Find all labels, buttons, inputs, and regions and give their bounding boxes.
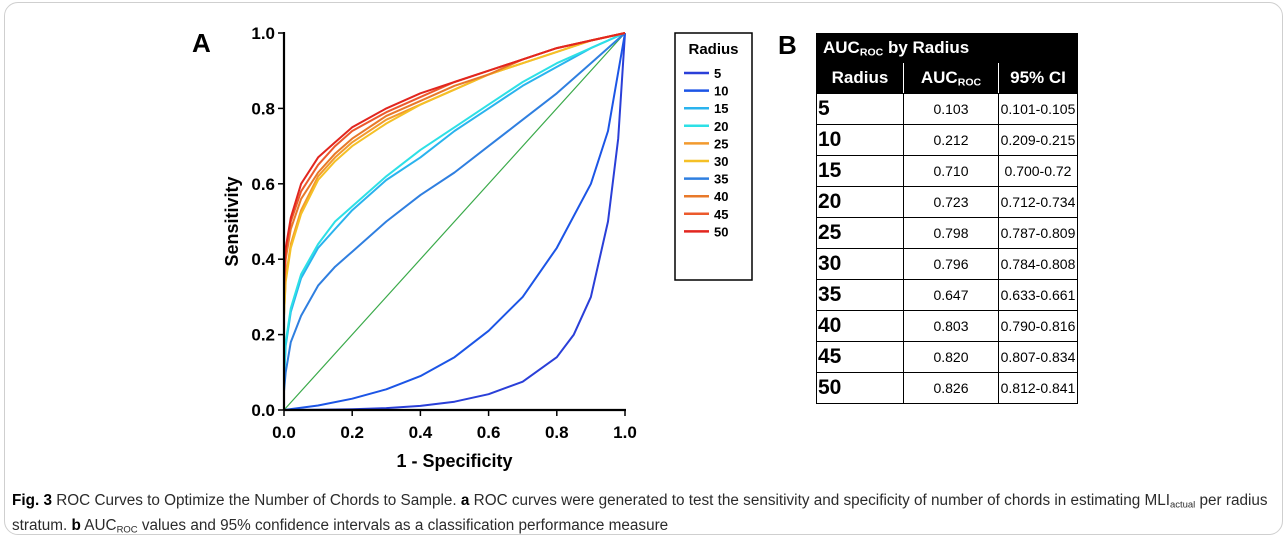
cell-ci: 0.209-0.215 bbox=[998, 124, 1078, 156]
series-line-50 bbox=[283, 32, 626, 279]
table-row: 45 0.820 0.807-0.834 bbox=[816, 341, 1078, 373]
x-tick-label: 0.8 bbox=[545, 423, 569, 442]
series-line-15 bbox=[283, 32, 626, 380]
x-tick-label: 1.0 bbox=[613, 423, 637, 442]
caption-b-label: b bbox=[71, 517, 81, 535]
series-line-25 bbox=[283, 32, 626, 316]
cell-auc: 0.796 bbox=[903, 248, 999, 280]
x-tick-label: 0.4 bbox=[409, 423, 433, 442]
legend-label-20: 20 bbox=[714, 119, 728, 134]
y-tick-label: 0.0 bbox=[251, 401, 275, 420]
cell-ci: 0.700-0.72 bbox=[998, 155, 1078, 187]
cell-auc: 0.820 bbox=[903, 341, 999, 373]
caption-a-label: a bbox=[460, 492, 470, 509]
series-line-40 bbox=[283, 32, 626, 297]
legend-label-15: 15 bbox=[714, 101, 728, 116]
caption-a-text: ROC curves were generated to test the se… bbox=[469, 492, 1170, 509]
y-tick-label: 1.0 bbox=[251, 24, 275, 43]
legend-label-35: 35 bbox=[714, 172, 728, 187]
header-auc: AUCROC bbox=[903, 62, 999, 94]
cell-radius: 25 bbox=[816, 217, 904, 249]
cell-auc: 0.826 bbox=[903, 372, 999, 404]
caption-a-sub: actual bbox=[1169, 499, 1196, 511]
series-line-20 bbox=[283, 32, 626, 380]
cell-auc: 0.710 bbox=[903, 155, 999, 187]
table-row: 10 0.212 0.209-0.215 bbox=[816, 124, 1078, 156]
table-title: AUCROC by Radius bbox=[816, 33, 1078, 63]
legend-label-25: 25 bbox=[714, 136, 728, 151]
figure-caption: Fig. 3 ROC Curves to Optimize the Number… bbox=[12, 490, 1274, 541]
legend-label-50: 50 bbox=[714, 224, 728, 239]
series-line-45 bbox=[283, 32, 626, 286]
figure-frame bbox=[4, 2, 1283, 535]
header-radius: Radius bbox=[816, 62, 904, 94]
legend-label-5: 5 bbox=[714, 66, 721, 81]
cell-radius: 5 bbox=[816, 93, 904, 125]
caption-b-text-2: values and 95% confidence intervals as a… bbox=[137, 517, 669, 535]
cell-ci: 0.712-0.734 bbox=[998, 186, 1078, 218]
cell-auc: 0.212 bbox=[903, 124, 999, 156]
table-title-row: AUCROC by Radius bbox=[816, 33, 1078, 63]
cell-ci: 0.807-0.834 bbox=[998, 341, 1078, 373]
y-tick-label: 0.4 bbox=[251, 250, 275, 269]
cell-radius: 10 bbox=[816, 124, 904, 156]
reference-diagonal bbox=[283, 32, 626, 411]
x-tick-label: 0.2 bbox=[340, 423, 364, 442]
legend-label-40: 40 bbox=[714, 189, 728, 204]
table-row: 35 0.647 0.633-0.661 bbox=[816, 279, 1078, 311]
caption-b-sub: ROC bbox=[116, 524, 138, 536]
cell-radius: 35 bbox=[816, 279, 904, 311]
cell-auc: 0.723 bbox=[903, 186, 999, 218]
cell-radius: 45 bbox=[816, 341, 904, 373]
cell-auc: 0.647 bbox=[903, 279, 999, 311]
header-ci: 95% CI bbox=[998, 62, 1078, 94]
cell-ci: 0.633-0.661 bbox=[998, 279, 1078, 311]
caption-fig-label: Fig. 3 bbox=[12, 492, 52, 509]
y-axis-label: Sensitivity bbox=[222, 176, 242, 266]
panel-b-letter: B bbox=[778, 30, 797, 60]
cell-auc: 0.798 bbox=[903, 217, 999, 249]
legend-label-30: 30 bbox=[714, 154, 728, 169]
panel-a-letter: A bbox=[192, 28, 211, 58]
cell-ci: 0.812-0.841 bbox=[998, 372, 1078, 404]
x-tick-label: 0.0 bbox=[272, 423, 296, 442]
legend-title: Radius bbox=[688, 41, 738, 58]
table-row: 30 0.796 0.784-0.808 bbox=[816, 248, 1078, 280]
y-tick-label: 0.8 bbox=[251, 99, 275, 118]
table-row: 15 0.710 0.700-0.72 bbox=[816, 155, 1078, 187]
table-row: 5 0.103 0.101-0.105 bbox=[816, 93, 1078, 125]
series-line-35 bbox=[283, 32, 626, 392]
cell-ci: 0.787-0.809 bbox=[998, 217, 1078, 249]
table-row: 25 0.798 0.787-0.809 bbox=[816, 217, 1078, 249]
cell-ci: 0.784-0.808 bbox=[998, 248, 1078, 280]
cell-ci: 0.790-0.816 bbox=[998, 310, 1078, 342]
table-row: 50 0.826 0.812-0.841 bbox=[816, 372, 1078, 404]
cell-ci: 0.101-0.105 bbox=[998, 93, 1078, 125]
cell-auc: 0.803 bbox=[903, 310, 999, 342]
cell-auc: 0.103 bbox=[903, 93, 999, 125]
cell-radius: 20 bbox=[816, 186, 904, 218]
series-line-30 bbox=[283, 32, 626, 316]
legend-label-45: 45 bbox=[714, 207, 728, 222]
x-axis-label: 1 - Specificity bbox=[396, 451, 512, 471]
caption-b-text: AUC bbox=[80, 517, 117, 535]
y-tick-label: 0.6 bbox=[251, 175, 275, 194]
caption-title: ROC Curves to Optimize the Number of Cho… bbox=[51, 492, 461, 509]
x-tick-label: 0.6 bbox=[477, 423, 501, 442]
table-header-row: Radius AUCROC 95% CI bbox=[816, 62, 1078, 94]
caption-a-text-2: per radius stratum. bbox=[12, 492, 1268, 535]
legend-label-10: 10 bbox=[714, 84, 728, 99]
series-line-10 bbox=[283, 32, 626, 411]
table-row: 40 0.803 0.790-0.816 bbox=[816, 310, 1078, 342]
table-row: 20 0.723 0.712-0.734 bbox=[816, 186, 1078, 218]
cell-radius: 40 bbox=[816, 310, 904, 342]
cell-radius: 15 bbox=[816, 155, 904, 187]
cell-radius: 30 bbox=[816, 248, 904, 280]
cell-radius: 50 bbox=[816, 372, 904, 404]
y-tick-label: 0.2 bbox=[251, 326, 275, 345]
